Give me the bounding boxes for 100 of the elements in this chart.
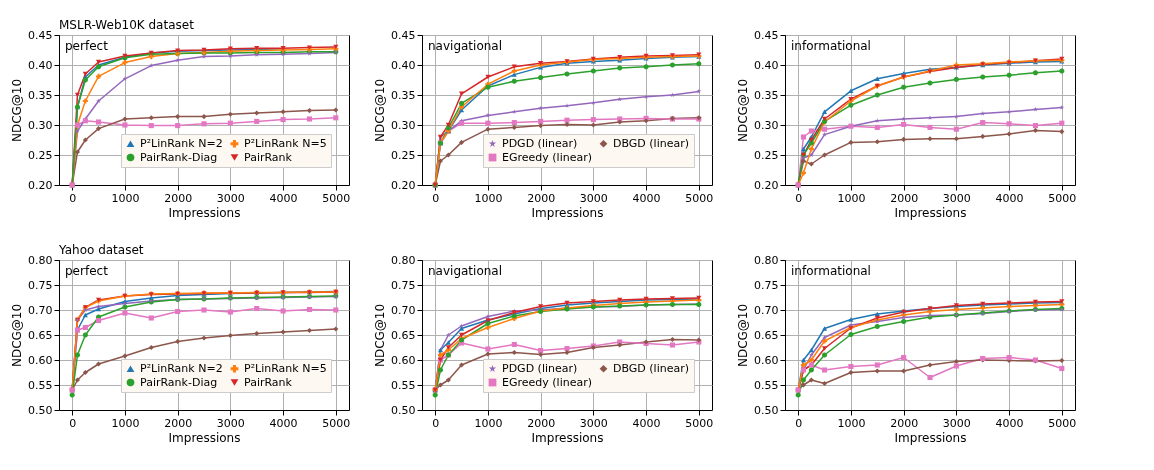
legend-label: EGreedy (linear) xyxy=(502,375,592,389)
y-tick-label: 0.40 xyxy=(28,58,53,72)
y-tick-label: 0.65 xyxy=(754,328,779,342)
y-tick-label: 0.45 xyxy=(391,28,416,42)
x-tick-label: 2000 xyxy=(164,416,193,430)
x-tick-label: 2000 xyxy=(527,416,556,430)
y-tick-label: 0.35 xyxy=(28,88,53,102)
chart-title: Yahoo dataset xyxy=(58,243,144,257)
y-tick-label: 0.70 xyxy=(391,303,416,317)
x-tick-label: 1000 xyxy=(111,416,140,430)
x-tick-label: 2000 xyxy=(164,191,193,205)
y-tick-label: 0.20 xyxy=(28,178,53,192)
legend-label: PairRank-Diag xyxy=(140,150,218,164)
x-tick-label: 1000 xyxy=(474,191,503,205)
y-axis-title: NDCG@10 xyxy=(373,303,388,368)
y-tick-label: 0.50 xyxy=(391,403,416,417)
x-tick-label: 4000 xyxy=(632,416,661,430)
legend-label: PairRank-Diag xyxy=(140,375,218,389)
x-tick-label: 4000 xyxy=(995,191,1024,205)
y-tick-label: 0.45 xyxy=(28,28,53,42)
y-tick-label: 0.80 xyxy=(391,253,416,267)
y-tick-label: 0.80 xyxy=(754,253,779,267)
y-tick-label: 0.40 xyxy=(754,58,779,72)
y-tick-label: 0.25 xyxy=(391,148,416,162)
x-tick-label: 2000 xyxy=(890,191,919,205)
x-tick-label: 5000 xyxy=(1048,416,1077,430)
x-tick-label: 1000 xyxy=(837,416,866,430)
y-tick-label: 0.25 xyxy=(28,148,53,162)
legend-label: P²LinRank N=2 xyxy=(140,361,223,375)
x-tick-label: 4000 xyxy=(632,191,661,205)
x-tick-label: 4000 xyxy=(995,416,1024,430)
x-axis-title: Impressions xyxy=(531,205,604,220)
y-tick-label: 0.30 xyxy=(754,118,779,132)
y-tick-label: 0.50 xyxy=(28,403,53,417)
x-tick-label: 3000 xyxy=(942,191,971,205)
x-tick-label: 3000 xyxy=(216,191,245,205)
y-tick-label: 0.65 xyxy=(28,328,53,342)
legend-label: EGreedy (linear) xyxy=(502,150,592,164)
y-tick-label: 0.75 xyxy=(754,278,779,292)
y-tick-label: 0.75 xyxy=(391,278,416,292)
x-tick-label: 5000 xyxy=(1048,191,1077,205)
annotation: perfect xyxy=(65,39,109,53)
x-axis-title: Impressions xyxy=(168,205,241,220)
x-tick-label: 5000 xyxy=(685,416,714,430)
y-tick-label: 0.55 xyxy=(28,378,53,392)
x-tick-label: 5000 xyxy=(322,416,351,430)
x-tick-label: 0 xyxy=(432,416,440,430)
legend-label: P²LinRank N=5 xyxy=(244,136,327,150)
annotation: navigational xyxy=(428,39,503,53)
y-tick-label: 0.50 xyxy=(754,403,779,417)
x-tick-label: 3000 xyxy=(942,416,971,430)
x-tick-label: 0 xyxy=(432,191,440,205)
x-tick-label: 1000 xyxy=(111,191,140,205)
x-axis-title: Impressions xyxy=(894,430,967,445)
x-tick-label: 3000 xyxy=(216,416,245,430)
x-tick-label: 5000 xyxy=(685,191,714,205)
x-axis-title: Impressions xyxy=(168,430,241,445)
legend-label: DBGD (linear) xyxy=(613,361,690,375)
legend-label: PDGD (linear) xyxy=(502,361,578,375)
x-axis-title: Impressions xyxy=(894,205,967,220)
x-tick-label: 3000 xyxy=(579,191,608,205)
y-tick-label: 0.20 xyxy=(754,178,779,192)
x-tick-label: 5000 xyxy=(322,191,351,205)
y-tick-label: 0.20 xyxy=(391,178,416,192)
y-tick-label: 0.55 xyxy=(754,378,779,392)
y-tick-label: 0.65 xyxy=(391,328,416,342)
y-axis-title: NDCG@10 xyxy=(10,303,25,368)
y-tick-label: 0.60 xyxy=(28,353,53,367)
x-tick-label: 0 xyxy=(69,191,77,205)
legend-label: PairRank xyxy=(244,375,293,389)
legend-label: DBGD (linear) xyxy=(613,136,690,150)
x-axis-title: Impressions xyxy=(531,430,604,445)
annotation: navigational xyxy=(428,264,503,278)
y-tick-label: 0.55 xyxy=(391,378,416,392)
x-tick-label: 4000 xyxy=(269,416,298,430)
legend-label: P²LinRank N=2 xyxy=(140,136,223,150)
y-tick-label: 0.30 xyxy=(28,118,53,132)
y-tick-label: 0.35 xyxy=(391,88,416,102)
y-tick-label: 0.70 xyxy=(28,303,53,317)
legend-label: PDGD (linear) xyxy=(502,136,578,150)
x-tick-label: 3000 xyxy=(579,416,608,430)
x-tick-label: 4000 xyxy=(269,191,298,205)
y-tick-label: 0.30 xyxy=(391,118,416,132)
legend-label: P²LinRank N=5 xyxy=(244,361,327,375)
y-tick-label: 0.45 xyxy=(754,28,779,42)
annotation: informational xyxy=(791,39,871,53)
y-axis-title: NDCG@10 xyxy=(10,78,25,143)
y-tick-label: 0.80 xyxy=(28,253,53,267)
x-tick-label: 0 xyxy=(795,416,803,430)
x-tick-label: 1000 xyxy=(837,191,866,205)
x-tick-label: 0 xyxy=(69,416,77,430)
y-tick-label: 0.40 xyxy=(391,58,416,72)
x-tick-label: 2000 xyxy=(527,191,556,205)
y-tick-label: 0.60 xyxy=(391,353,416,367)
y-tick-label: 0.60 xyxy=(754,353,779,367)
y-axis-title: NDCG@10 xyxy=(736,303,751,368)
y-tick-label: 0.70 xyxy=(754,303,779,317)
legend-label: PairRank xyxy=(244,150,293,164)
y-tick-label: 0.35 xyxy=(754,88,779,102)
x-tick-label: 1000 xyxy=(474,416,503,430)
